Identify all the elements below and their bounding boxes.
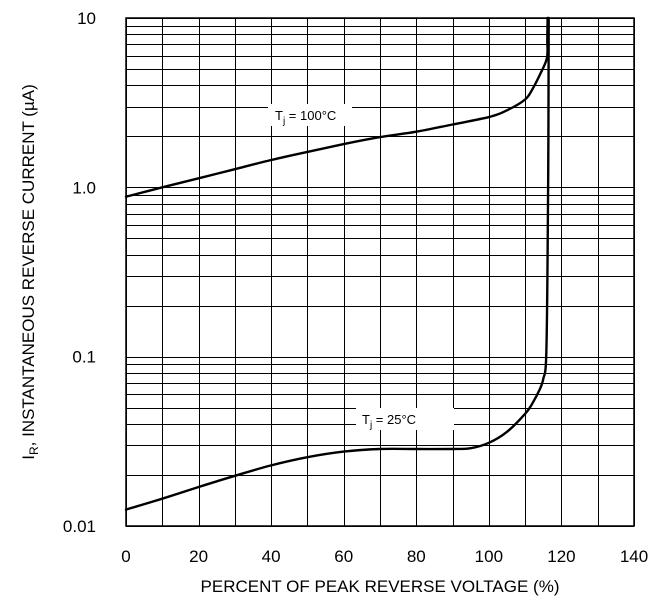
series-label-25c-main: T bbox=[362, 412, 370, 427]
svg-text:Tj = 25°C: Tj = 25°C bbox=[362, 412, 416, 431]
y-tick-label: 0.1 bbox=[72, 348, 96, 367]
y-tick-label: 1.0 bbox=[72, 178, 96, 197]
svg-text:Tj = 100°C: Tj = 100°C bbox=[275, 108, 336, 127]
x-tick-label: 60 bbox=[334, 547, 353, 566]
curve-tj-100c bbox=[124, 16, 549, 198]
x-tick-label: 0 bbox=[121, 547, 130, 566]
series-label-25c: Tj = 25°C bbox=[356, 408, 454, 431]
curves bbox=[124, 16, 550, 511]
series-label-100c: Tj = 100°C bbox=[268, 104, 352, 127]
x-tick-label: 40 bbox=[262, 547, 281, 566]
x-axis-title: PERCENT OF PEAK REVERSE VOLTAGE (%) bbox=[201, 577, 560, 596]
y-axis-title-rest: , INSTANTANEOUS REVERSE CURRENT (µA) bbox=[19, 84, 38, 446]
y-axis-title-sub: R bbox=[27, 446, 41, 455]
y-axis-title-main: I bbox=[19, 455, 38, 460]
series-label-25c-sub: j bbox=[369, 420, 372, 431]
x-tick-label: 100 bbox=[475, 547, 503, 566]
x-tick-label: 20 bbox=[189, 547, 208, 566]
series-label-100c-main: T bbox=[275, 108, 283, 123]
plot-frame bbox=[125, 17, 635, 527]
tick-labels: 0 20 40 60 80 100 120 140 0.01 0.1 1.0 10 bbox=[63, 9, 648, 566]
y-tick-label: 10 bbox=[77, 9, 96, 28]
series-label-100c-sub: j bbox=[282, 116, 285, 127]
y-tick-label: 0.01 bbox=[63, 517, 96, 536]
y-axis-title: IR, INSTANTANEOUS REVERSE CURRENT (µA) bbox=[19, 84, 41, 460]
curve-tj-25c bbox=[124, 16, 550, 511]
series-label-25c-rest: = 25°C bbox=[372, 412, 416, 427]
x-tick-label: 120 bbox=[547, 547, 575, 566]
series-label-100c-rest: = 100°C bbox=[285, 108, 336, 123]
x-tick-label: 80 bbox=[407, 547, 426, 566]
x-tick-label: 140 bbox=[620, 547, 648, 566]
grid bbox=[126, 18, 635, 527]
